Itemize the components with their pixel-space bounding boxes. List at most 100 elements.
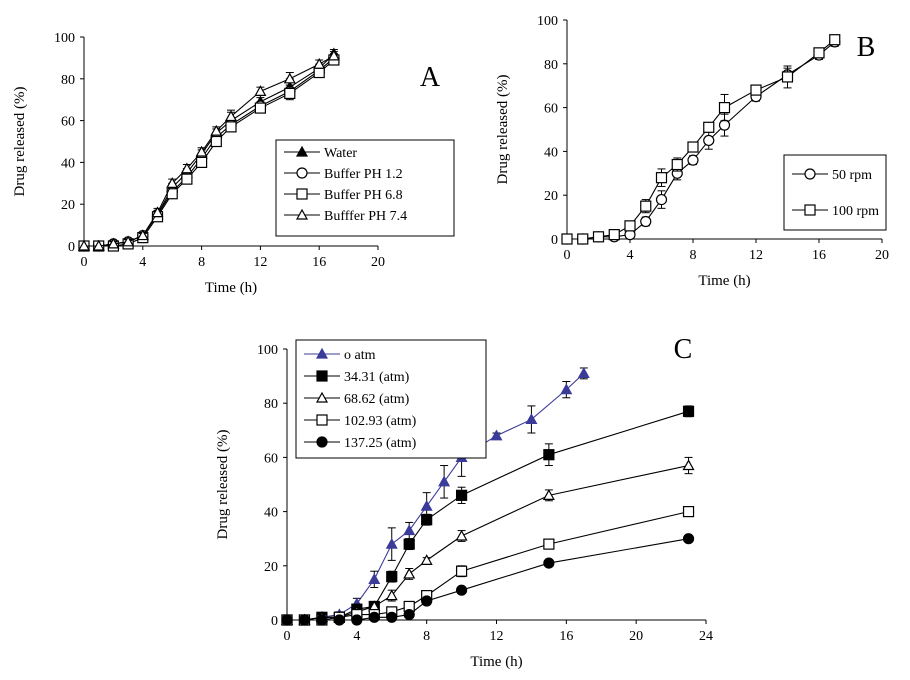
data-point bbox=[455, 529, 468, 541]
legend-marker bbox=[316, 370, 328, 382]
data-point bbox=[196, 156, 208, 168]
x-tick-label: 0 bbox=[284, 629, 291, 644]
data-point bbox=[122, 235, 135, 247]
data-point bbox=[671, 158, 683, 171]
data-point bbox=[592, 231, 605, 243]
data-point bbox=[313, 57, 326, 69]
data-point bbox=[151, 206, 164, 218]
data-point bbox=[283, 72, 296, 84]
y-tick-label: 20 bbox=[544, 189, 558, 204]
data-point bbox=[327, 49, 340, 61]
data-point bbox=[136, 229, 149, 241]
x-tick-label: 16 bbox=[312, 255, 326, 270]
legend-entry-label: o atm bbox=[344, 348, 376, 363]
x-tick-label: 8 bbox=[198, 255, 205, 270]
data-point bbox=[560, 383, 573, 395]
data-point bbox=[403, 524, 416, 536]
data-point bbox=[687, 154, 699, 166]
series-5 bbox=[281, 533, 695, 626]
x-tick-label: 20 bbox=[875, 248, 889, 263]
data-point bbox=[687, 141, 699, 153]
series-line bbox=[287, 464, 689, 621]
x-tick-label: 20 bbox=[371, 255, 385, 270]
data-point bbox=[254, 102, 266, 114]
data-point bbox=[385, 537, 398, 549]
y-tick-label: 100 bbox=[537, 14, 558, 29]
data-point bbox=[385, 589, 398, 601]
x-tick-label: 16 bbox=[812, 248, 826, 263]
data-point bbox=[640, 200, 652, 212]
legend-marker bbox=[315, 391, 329, 403]
x-tick-label: 8 bbox=[423, 629, 430, 644]
data-point bbox=[181, 173, 193, 185]
data-point bbox=[455, 584, 468, 596]
data-point bbox=[655, 193, 668, 206]
data-point bbox=[403, 538, 415, 550]
data-point bbox=[298, 614, 311, 626]
x-tick-label: 0 bbox=[81, 255, 88, 270]
data-point bbox=[750, 84, 762, 96]
data-point bbox=[210, 124, 223, 136]
data-point bbox=[281, 614, 293, 626]
data-point bbox=[543, 538, 555, 550]
legend-marker bbox=[804, 168, 816, 180]
legend-marker bbox=[296, 167, 308, 179]
legend-entry-label: Buffer PH 6.8 bbox=[324, 188, 403, 203]
x-tick-label: 12 bbox=[490, 629, 504, 644]
data-point bbox=[455, 489, 468, 501]
y-tick-label: 100 bbox=[257, 343, 278, 358]
legend-entry-label: Buffer PH 1.2 bbox=[324, 167, 403, 182]
data-point bbox=[368, 573, 381, 584]
data-point bbox=[682, 405, 695, 417]
data-point bbox=[316, 614, 328, 626]
y-tick-label: 60 bbox=[544, 102, 558, 117]
data-point bbox=[77, 239, 91, 251]
data-point bbox=[577, 233, 589, 245]
data-point bbox=[403, 567, 416, 579]
data-point bbox=[682, 533, 695, 545]
x-tick-label: 24 bbox=[699, 629, 713, 644]
x-axis-label: Time (h) bbox=[205, 280, 257, 296]
legend: o atm 34.31 (atm) 68.62 (atm) 102.93 (atm) 1… bbox=[295, 339, 487, 459]
x-tick-label: 4 bbox=[627, 248, 634, 263]
data-point bbox=[561, 233, 573, 245]
data-point bbox=[829, 34, 841, 46]
data-point bbox=[703, 134, 715, 147]
y-axis-label: Drug released (%) bbox=[495, 75, 511, 185]
y-tick-label: 20 bbox=[264, 560, 278, 575]
series-line bbox=[287, 511, 689, 621]
legend-box bbox=[783, 154, 887, 231]
data-point bbox=[166, 177, 179, 188]
series-2 bbox=[561, 34, 841, 245]
data-point bbox=[180, 162, 193, 174]
data-point bbox=[682, 506, 695, 518]
legend-entry-label: 50 rpm bbox=[832, 168, 872, 183]
data-point bbox=[368, 611, 380, 623]
data-point bbox=[313, 66, 325, 79]
y-tick-label: 40 bbox=[544, 145, 558, 160]
chart-panel-B: 0 20 40 60 80 100 0 4 8 12 16 20 Time (h) Drug releas… bbox=[495, 14, 889, 289]
data-point bbox=[92, 239, 105, 251]
data-point bbox=[490, 429, 503, 441]
legend-entry-label: 102.93 (atm) bbox=[344, 414, 417, 429]
data-point bbox=[655, 172, 668, 184]
data-point bbox=[543, 557, 555, 569]
x-tick-label: 12 bbox=[253, 255, 267, 270]
y-tick-label: 80 bbox=[264, 397, 278, 412]
data-point bbox=[403, 608, 415, 621]
data-point bbox=[107, 237, 120, 249]
legend-entry-label: 34.31 (atm) bbox=[344, 370, 410, 385]
y-tick-label: 0 bbox=[68, 240, 75, 255]
legend-entry-label: Bufffer PH 7.4 bbox=[324, 209, 407, 224]
y-tick-label: 60 bbox=[61, 115, 75, 130]
y-tick-label: 20 bbox=[61, 198, 75, 213]
y-tick-label: 0 bbox=[271, 614, 278, 629]
data-point bbox=[624, 220, 636, 232]
data-point bbox=[421, 595, 433, 607]
legend-marker bbox=[804, 204, 816, 216]
data-point bbox=[577, 367, 590, 378]
data-point bbox=[703, 121, 715, 133]
series-4 bbox=[77, 49, 340, 251]
chart-panel-A: 0 20 40 60 80 100 0 4 8 12 16 20 Time (h) Drug releas… bbox=[12, 31, 455, 296]
